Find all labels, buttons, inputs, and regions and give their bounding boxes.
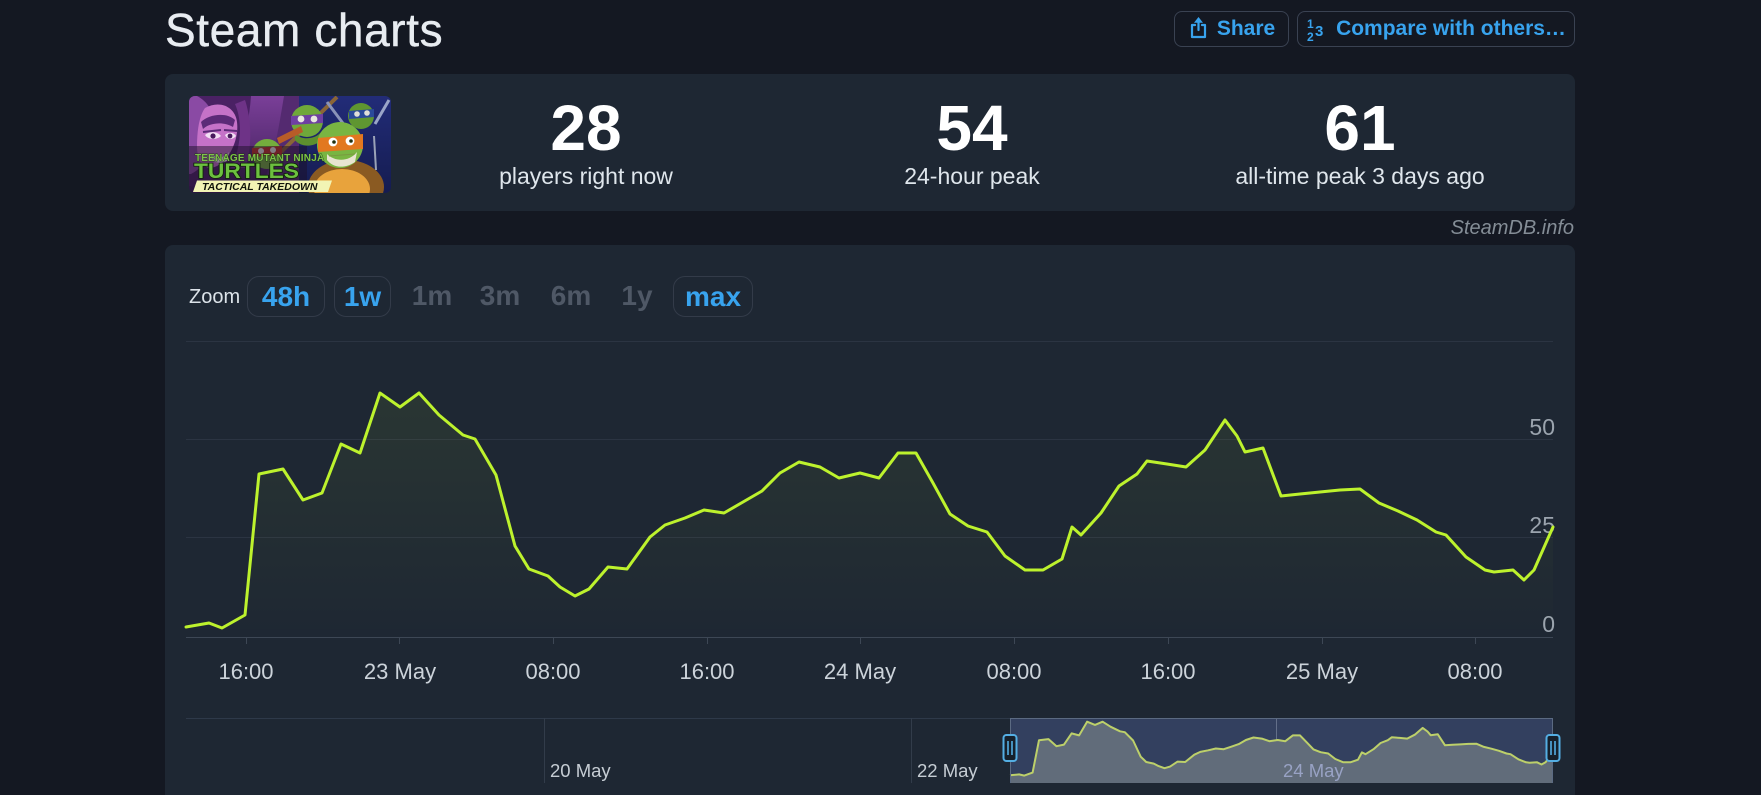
svg-text:23 May: 23 May [364, 659, 436, 684]
svg-text:22 May: 22 May [917, 760, 978, 781]
svg-text:3: 3 [1315, 23, 1323, 40]
svg-text:08:00: 08:00 [525, 659, 580, 684]
svg-text:24 May: 24 May [1283, 760, 1344, 781]
svg-text:1: 1 [1307, 17, 1314, 31]
svg-text:24 May: 24 May [824, 659, 896, 684]
svg-text:50: 50 [1529, 414, 1555, 440]
svg-text:16:00: 16:00 [1140, 659, 1195, 684]
svg-text:08:00: 08:00 [1447, 659, 1502, 684]
svg-text:16:00: 16:00 [679, 659, 734, 684]
svg-text:25 May: 25 May [1286, 659, 1358, 684]
svg-text:08:00: 08:00 [986, 659, 1041, 684]
svg-text:20 May: 20 May [550, 760, 611, 781]
svg-text:TURTLES: TURTLES [194, 160, 299, 183]
svg-text:16:00: 16:00 [218, 659, 273, 684]
svg-text:2: 2 [1307, 30, 1314, 42]
svg-text:TEENAGE MUTANT NINJA: TEENAGE MUTANT NINJA [195, 153, 324, 164]
svg-text:TACTICAL TAKEDOWN: TACTICAL TAKEDOWN [202, 181, 318, 193]
